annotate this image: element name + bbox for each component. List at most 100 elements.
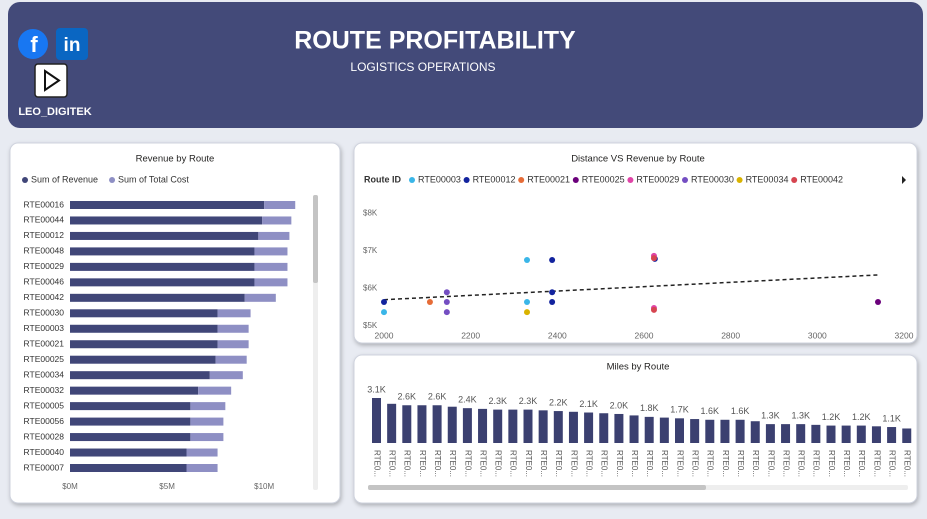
bar-segment xyxy=(70,231,259,240)
x-tick-label: RTE0... xyxy=(887,450,896,477)
bar-segment xyxy=(70,448,187,457)
bar xyxy=(372,398,381,443)
data-label: 2.6K xyxy=(398,392,417,402)
bar-segment xyxy=(70,417,191,426)
x-tick-label: 2800 xyxy=(721,330,740,340)
bar xyxy=(705,419,715,443)
legend-next-arrow[interactable] xyxy=(902,176,906,184)
x-tick-label: 2600 xyxy=(635,330,654,340)
scatter-point xyxy=(875,299,881,305)
data-label: 2.6K xyxy=(428,392,447,402)
x-tick-label: RTE0... xyxy=(872,450,881,477)
x-tick-label: 2400 xyxy=(548,330,567,340)
x-tick-label: $5M xyxy=(159,482,175,491)
page-title: ROUTE PROFITABILITY xyxy=(294,27,576,55)
bar-segment xyxy=(186,448,218,457)
x-tick-label: 2200 xyxy=(461,330,480,340)
bar-segment xyxy=(264,201,296,209)
x-tick-label: RTE0... xyxy=(751,450,760,477)
bar xyxy=(887,427,897,443)
chart-title: Distance VS Revenue by Route xyxy=(571,154,705,165)
y-tick-label: RTE00012 xyxy=(24,230,65,240)
facebook-icon[interactable] xyxy=(18,29,48,59)
bar-segment xyxy=(70,464,187,472)
legend-label: RTE00029 xyxy=(636,174,679,184)
x-tick-label: RTE0... xyxy=(478,450,487,477)
bar-segment xyxy=(262,216,292,225)
scrollbar-thumb[interactable] xyxy=(313,195,318,283)
x-tick-label: 2000 xyxy=(375,330,394,340)
bar xyxy=(826,425,836,443)
bar-segment xyxy=(254,247,288,256)
legend-label: RTE00034 xyxy=(746,174,789,184)
play-icon[interactable] xyxy=(34,63,68,98)
bar xyxy=(644,416,654,443)
bar-segment xyxy=(186,464,218,472)
legend-label: Sum of Total Cost xyxy=(118,174,189,184)
bar xyxy=(508,409,518,443)
bar-segment xyxy=(190,433,224,442)
y-tick-label: RTE00042 xyxy=(24,292,65,302)
bar-segment xyxy=(190,417,224,426)
legend-label: RTE00025 xyxy=(582,174,625,184)
x-tick-label: RTE0... xyxy=(448,450,457,477)
y-tick-label: RTE00003 xyxy=(24,323,65,333)
scatter-point xyxy=(650,306,657,313)
data-label: 1.2K xyxy=(852,412,871,422)
bar-segment xyxy=(217,309,251,318)
legend-label: RTE00030 xyxy=(691,174,734,184)
data-label: 1.2K xyxy=(822,412,841,422)
scatter-point xyxy=(650,255,657,262)
y-tick-label: RTE00028 xyxy=(24,431,65,441)
y-tick-label: RTE00025 xyxy=(24,354,65,364)
bar xyxy=(493,409,503,443)
x-tick-label: RTE0... xyxy=(630,450,639,477)
play-triangle xyxy=(44,69,61,92)
x-tick-label: RTE0... xyxy=(675,450,684,477)
y-tick-label: RTE00044 xyxy=(24,215,65,225)
y-tick-label: RTE00040 xyxy=(24,447,65,457)
bar xyxy=(447,406,457,443)
bar xyxy=(553,411,563,443)
bar-segment xyxy=(70,293,245,302)
bar-segment xyxy=(217,324,249,333)
scatter-point xyxy=(549,289,556,296)
scrollbar-thumb[interactable] xyxy=(368,485,706,490)
bar xyxy=(659,417,669,443)
y-tick-label: $8K xyxy=(363,209,378,218)
legend-marker xyxy=(518,177,525,183)
legend-marker xyxy=(409,177,415,183)
bar-segment xyxy=(70,247,255,256)
x-tick-label: 3000 xyxy=(808,330,827,340)
x-tick-label: RTE0... xyxy=(660,450,669,477)
scatter-point xyxy=(443,309,450,316)
x-tick-label: RTE0... xyxy=(372,450,381,477)
data-label: 2.3K xyxy=(488,396,507,406)
legend-marker xyxy=(109,177,116,183)
y-tick-label: RTE00021 xyxy=(24,338,65,348)
bar-segment xyxy=(70,386,199,395)
legend-marker xyxy=(22,177,28,183)
bar-segment xyxy=(70,371,210,380)
x-tick-label: RTE0... xyxy=(706,450,715,477)
x-tick-label: RTE0... xyxy=(857,450,866,477)
y-tick-label: RTE00005 xyxy=(24,400,65,410)
x-tick-label: $10M xyxy=(254,482,274,491)
y-tick-label: RTE00030 xyxy=(24,308,65,318)
data-label: 1.8K xyxy=(640,403,659,413)
bar-segment xyxy=(70,262,255,271)
data-label: 1.6K xyxy=(701,406,720,416)
bar-segment xyxy=(215,355,247,364)
x-tick-label: RTE0... xyxy=(539,450,548,477)
bar-segment xyxy=(70,309,218,318)
bar xyxy=(811,424,821,443)
bar xyxy=(675,418,684,443)
bar xyxy=(432,405,442,443)
linkedin-letters: in xyxy=(64,35,81,56)
linkedin-icon[interactable] xyxy=(56,28,88,60)
bar xyxy=(538,410,548,443)
data-label: 1.7K xyxy=(670,405,689,415)
scatter-point xyxy=(443,299,450,305)
bar xyxy=(614,413,624,443)
bar-segment xyxy=(258,231,290,240)
